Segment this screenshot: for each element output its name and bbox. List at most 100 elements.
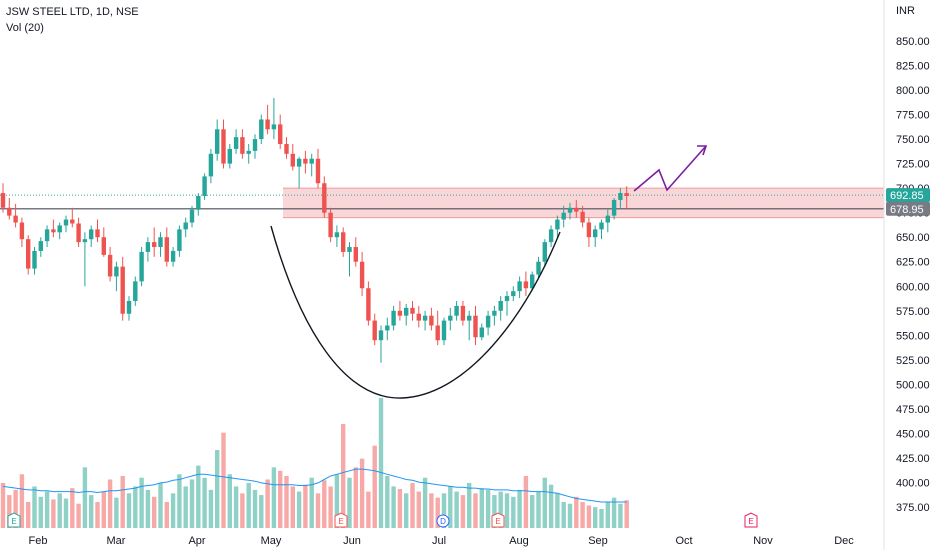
volume-bar: [177, 474, 182, 528]
candle-body: [259, 119, 264, 140]
volume-bar: [378, 398, 384, 528]
volume-bar: [70, 488, 75, 528]
volume-bar: [542, 477, 547, 528]
candle-body: [145, 242, 151, 252]
candle-body: [296, 158, 302, 167]
volume-bar: [624, 500, 629, 528]
volume-bar: [372, 445, 377, 528]
y-tick-label: 775.00: [896, 110, 930, 122]
volume-bar: [44, 491, 50, 528]
volume-bar: [51, 499, 56, 528]
volume-bar: [322, 480, 327, 528]
candle-body: [44, 229, 50, 242]
candle-body: [107, 254, 113, 277]
candle-body: [139, 251, 144, 282]
volume-bar: [26, 502, 31, 528]
volume-bar: [504, 493, 510, 528]
candle-body: [158, 237, 163, 248]
candle-body: [334, 232, 340, 238]
candle-body: [252, 139, 258, 151]
candle-body: [240, 137, 245, 154]
candle-body: [322, 183, 327, 213]
volume-bar: [227, 474, 232, 528]
volume-bar: [296, 491, 302, 528]
price-tag-label: 678.95: [890, 204, 924, 216]
volume-bar: [397, 489, 403, 528]
volume-bar: [586, 505, 592, 528]
candle-body: [126, 300, 132, 314]
volume-bar: [448, 486, 453, 528]
y-tick-label: 500.00: [896, 379, 930, 391]
candle-body: [441, 320, 447, 341]
volume-bar: [611, 497, 617, 528]
currency-label: INR: [896, 5, 915, 17]
candle-body: [548, 229, 554, 243]
volume-bar: [252, 489, 258, 528]
candle-body: [504, 296, 510, 301]
candle-body: [523, 281, 529, 289]
volume-bar: [114, 497, 119, 528]
price-tag-label: 692.85: [890, 190, 924, 202]
x-tick-label: Jul: [432, 535, 446, 547]
candle-body: [454, 305, 459, 316]
candle-body: [347, 247, 352, 252]
candle-body: [410, 307, 415, 314]
volume-bar: [284, 476, 289, 528]
candle-body: [404, 307, 409, 316]
volume-bar: [202, 477, 207, 528]
candle-body: [278, 124, 283, 145]
volume-bar: [0, 482, 6, 528]
x-tick-label: May: [261, 535, 282, 547]
volume-bar: [139, 477, 144, 528]
volume-bar: [246, 482, 251, 528]
projection-arrowhead: [697, 145, 708, 156]
y-tick-label: 400.00: [896, 477, 930, 489]
volume-bar: [13, 489, 18, 528]
volume-bar: [215, 450, 220, 528]
candle-body: [372, 320, 377, 341]
volume-bar: [429, 493, 434, 528]
candle-body: [605, 215, 610, 223]
volume-bar: [567, 503, 573, 528]
y-tick-label: 800.00: [896, 85, 930, 97]
candle-body: [76, 223, 81, 243]
event-marker-label: E: [495, 517, 500, 526]
y-tick-label: 625.00: [896, 257, 930, 269]
y-tick-label: 375.00: [896, 502, 930, 514]
candle-body: [133, 281, 138, 301]
candle-body: [7, 207, 12, 216]
volume-bar: [605, 502, 610, 528]
x-tick-label: Feb: [29, 535, 48, 547]
volume-bar: [473, 493, 478, 528]
candle-body: [208, 153, 214, 177]
volume-bar: [221, 432, 226, 528]
candle-body: [170, 250, 176, 262]
earnings-marker: [744, 512, 758, 528]
candle-body: [89, 229, 94, 240]
candle-body: [479, 327, 484, 338]
volume-bar: [492, 495, 497, 528]
candle-body: [624, 193, 629, 197]
volume-bar: [460, 495, 466, 528]
volume-bar: [101, 491, 106, 528]
y-tick-label: 425.00: [896, 453, 930, 465]
candle-body: [492, 310, 497, 316]
y-tick-label: 750.00: [896, 134, 930, 146]
candle-body: [284, 144, 289, 154]
volume-bar: [82, 467, 88, 528]
earnings-marker: [7, 512, 21, 528]
x-tick-label: Sep: [588, 535, 608, 547]
event-marker-label: E: [338, 517, 343, 526]
volume-bar: [126, 493, 132, 528]
y-tick-label: 525.00: [896, 355, 930, 367]
candle-body: [38, 241, 43, 251]
volume-bar: [189, 479, 195, 528]
candle-body: [341, 232, 346, 252]
candle-body: [315, 158, 321, 184]
volume-bar: [511, 496, 516, 528]
candle-body: [51, 229, 56, 233]
volume-bar: [574, 496, 579, 528]
volume-bar: [599, 508, 604, 528]
candle-body: [511, 291, 516, 297]
